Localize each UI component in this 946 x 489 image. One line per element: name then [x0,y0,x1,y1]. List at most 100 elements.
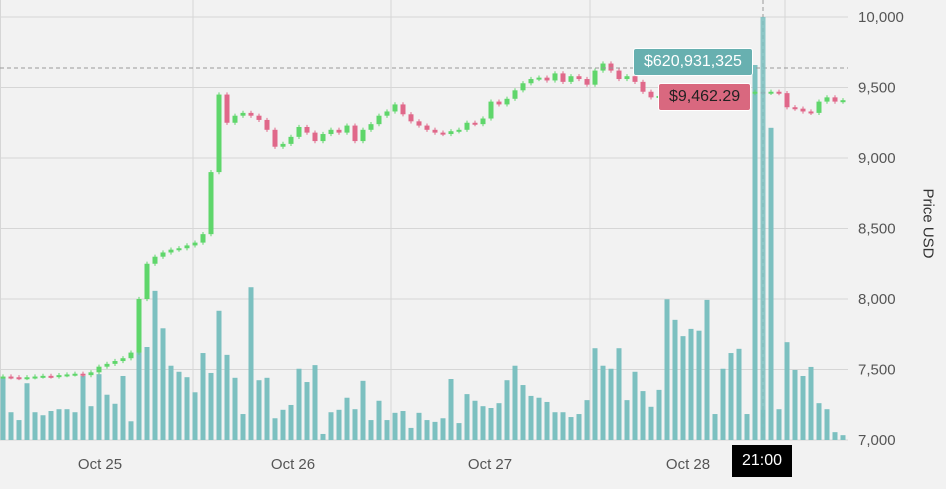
candle-body [168,249,174,253]
volume-bar [680,336,686,440]
volume-bar [312,365,318,440]
candle-body [528,79,534,84]
candle-body [240,112,246,116]
y-tick-label: 8,000 [858,291,896,308]
candle-body [136,299,142,353]
volume-bar [840,435,846,440]
candle-body [40,375,46,378]
candle-body [312,132,318,142]
candle-body [576,76,582,80]
volume-bar [384,420,390,440]
candle-body [792,107,798,110]
volume-bar [272,418,278,440]
x-tick-label: Oct 26 [271,456,315,473]
volume-bar [504,380,510,440]
candle-body [600,63,606,71]
volume-bar [616,348,622,440]
volume-bar [408,427,414,440]
volume-bar [624,400,630,440]
candle-body [432,129,438,133]
candle-body [544,77,550,81]
candle-body [648,91,654,98]
candle-body [152,256,158,264]
volume-bar [304,382,310,440]
volume-bar [808,366,814,440]
candle-body [8,376,14,379]
candle-body [176,248,182,251]
volume-bar [56,409,62,440]
volume-bar [280,409,286,440]
volume-bar [688,328,694,440]
volume-bar [544,401,550,440]
volume-bar [632,371,638,440]
volume-bar [568,417,574,440]
price-tooltip: $9,462.29 [658,83,752,111]
volume-bar [488,407,494,440]
volume-bar [752,65,758,440]
candle-body [232,115,238,123]
candle-body [840,100,846,103]
candle-body [464,122,470,130]
volume-bar [320,433,326,440]
volume-bar [160,328,166,440]
volume-bar [432,421,438,440]
volume-bar [0,377,6,440]
candle-body [72,373,78,376]
candle-body [336,129,342,133]
candle-body [808,111,814,114]
candle-body [504,98,510,105]
volume-bar [816,403,822,440]
volume-bar [240,414,246,440]
y-tick-label: 9,000 [858,150,896,167]
volume-bar [192,392,198,440]
volume-bar [176,371,182,440]
candle-body [624,76,630,80]
volume-bar [32,412,38,440]
volume-bar [736,348,742,440]
candle-body [608,63,614,71]
volume-bar [520,385,526,440]
candle-body [112,361,118,364]
candle-body [592,70,598,85]
candle-body [368,124,374,130]
volume-bar [136,318,142,440]
volume-bar [8,412,14,440]
candle-body [80,373,86,376]
candle-body [448,131,454,135]
volume-bar [536,397,542,440]
volume-bar [600,365,606,440]
candle-body [376,115,382,125]
volume-bar [776,409,782,440]
volume-bar [72,412,78,440]
candle-body [160,252,166,257]
candle-body [552,73,558,81]
volume-bar [784,342,790,440]
candle-body [304,126,310,133]
candle-body [344,125,350,133]
y-axis-title: Price USD [919,188,937,259]
candle-body [248,112,254,116]
volume-bar [416,412,422,440]
candle-body [288,136,294,144]
volume-bar [728,353,734,440]
candle-body [296,126,302,137]
volume-bar [672,319,678,440]
candle-body [784,93,790,108]
candle-body [16,377,22,380]
volume-bar [472,400,478,440]
volume-bar [464,394,470,440]
volume-bar [552,412,558,440]
volume-bar [720,368,726,440]
candle-body [568,76,574,82]
volume-bar [104,394,110,440]
volume-bar [112,403,118,440]
volume-bar [744,414,750,440]
volume-bar [608,368,614,440]
candle-body [632,76,638,82]
volume-bar [336,409,342,440]
volume-bar [368,420,374,440]
volume-bar [48,411,54,440]
volume-bar [256,380,262,440]
